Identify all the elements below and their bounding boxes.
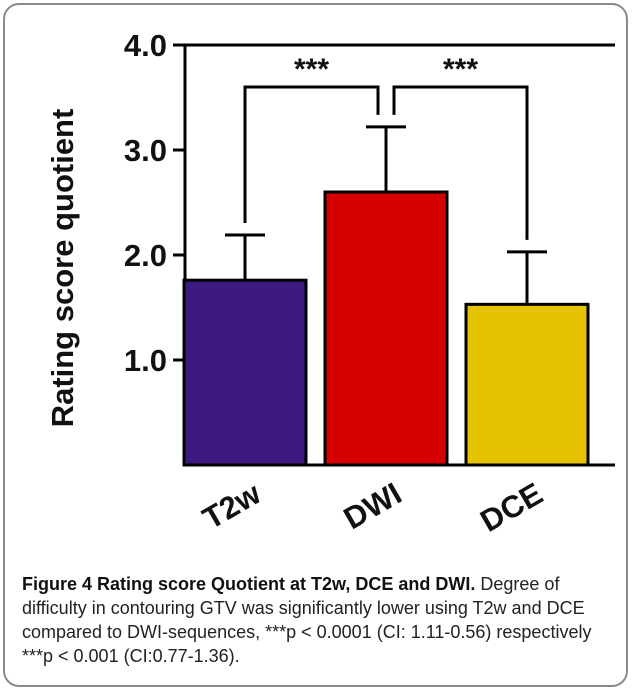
x-tick-label: DWI — [338, 476, 408, 536]
figure-frame: Rating score quotient 1.0 2.0 3.0 4.0 T2w DWI… — [3, 3, 628, 687]
significance-label: *** — [294, 53, 329, 86]
x-tick-label: DCE — [474, 476, 548, 539]
bar-dwi — [323, 190, 449, 467]
y-tick-label: 4.0 — [124, 28, 167, 63]
significance-label: *** — [443, 53, 478, 86]
y-tick-label: 3.0 — [124, 133, 167, 168]
caption-title: Figure 4 Rating score Quotient at T2w, D… — [22, 574, 476, 594]
bar-chart: Rating score quotient 1.0 2.0 3.0 4.0 T2w DWI… — [45, 28, 615, 539]
y-tick-label: 2.0 — [124, 238, 167, 273]
bar-dce — [464, 302, 590, 467]
significance-bracket — [243, 85, 380, 224]
x-tick-label: T2w — [197, 475, 267, 536]
y-tick-label: 1.0 — [124, 343, 167, 378]
caption-body: Degree of difficulty in contouring GTV w… — [22, 574, 592, 666]
significance-bracket — [392, 85, 529, 240]
y-axis-label-group: Rating score quotient — [45, 109, 80, 428]
bar-t2w — [182, 278, 308, 467]
figure-caption: Figure 4 Rating score Quotient at T2w, D… — [22, 572, 622, 668]
y-axis-label: Rating score quotient — [45, 109, 80, 428]
